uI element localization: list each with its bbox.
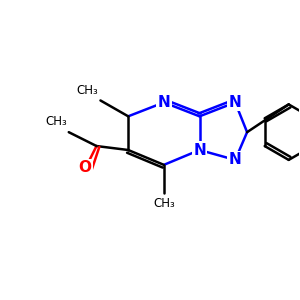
Text: CH₃: CH₃ — [153, 196, 175, 210]
Text: CH₃: CH₃ — [77, 83, 98, 97]
Text: CH₃: CH₃ — [45, 115, 67, 128]
Text: N: N — [158, 95, 170, 110]
Text: N: N — [229, 152, 242, 167]
Text: N: N — [229, 95, 242, 110]
Text: N: N — [193, 142, 206, 158]
Text: O: O — [78, 160, 91, 175]
